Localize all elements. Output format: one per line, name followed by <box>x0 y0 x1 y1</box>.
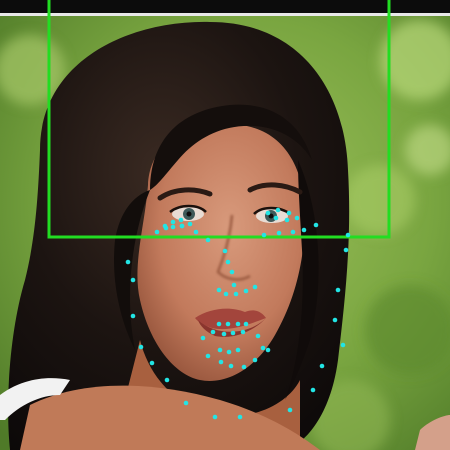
facial-landmarks <box>125 207 351 420</box>
landmark-point <box>275 207 281 213</box>
landmark-point <box>130 277 136 283</box>
landmark-point <box>241 364 247 370</box>
landmark-point <box>319 363 325 369</box>
landmark-point <box>284 217 290 223</box>
landmark-point <box>187 221 193 227</box>
hair-right-strand <box>285 160 319 400</box>
white-strap <box>0 378 70 420</box>
landmark-point <box>235 321 241 327</box>
left-eyebrow <box>157 187 213 201</box>
landmark-point <box>231 282 237 288</box>
landmark-point <box>164 377 170 383</box>
landmark-point <box>210 329 216 335</box>
landmark-point <box>260 345 266 351</box>
right-eyebrow <box>247 182 303 195</box>
hair-left-strand <box>114 190 150 350</box>
landmark-point <box>200 335 206 341</box>
landmark-point <box>205 237 211 243</box>
foliage-highlights <box>0 20 450 450</box>
landmark-point <box>221 331 227 337</box>
landmark-point <box>301 227 307 233</box>
landmark-point <box>287 407 293 413</box>
landmark-point <box>252 357 258 363</box>
landmark-point <box>228 363 234 369</box>
landmark-point <box>154 229 160 235</box>
landmark-point <box>230 330 236 336</box>
hair-fringe <box>150 104 312 190</box>
landmark-point <box>243 321 249 327</box>
landmark-point <box>252 284 258 290</box>
hand-corner <box>415 415 450 450</box>
landmark-point <box>212 414 218 420</box>
landmark-point <box>170 219 176 225</box>
face-bounding-box <box>47 0 391 239</box>
landmark-point <box>229 269 235 275</box>
landmark-point <box>273 215 279 221</box>
landmark-point <box>345 232 351 238</box>
top-border-bar <box>0 0 450 14</box>
landmark-point <box>340 342 346 348</box>
landmark-point <box>243 288 249 294</box>
landmark-point <box>170 224 176 230</box>
landmark-point <box>205 353 211 359</box>
landmark-point <box>237 414 243 420</box>
landmark-point <box>225 259 231 265</box>
landmark-point <box>332 317 338 323</box>
landmark-point <box>193 229 199 235</box>
landmark-point <box>235 347 241 353</box>
landmark-point <box>162 223 168 229</box>
landmark-point <box>335 287 341 293</box>
left-eye <box>169 204 207 221</box>
landmark-point <box>286 210 292 216</box>
landmark-point <box>313 222 319 228</box>
landmark-point <box>294 215 300 221</box>
landmark-point <box>225 321 231 327</box>
landmark-point <box>240 329 246 335</box>
landmark-point <box>276 230 282 236</box>
landmark-point <box>125 259 131 265</box>
landmark-point <box>233 291 239 297</box>
landmark-point <box>222 248 228 254</box>
landmark-point <box>265 347 271 353</box>
landmark-point <box>265 210 271 216</box>
landmark-point <box>178 217 184 223</box>
top-border-line <box>0 13 450 16</box>
landmark-point <box>226 349 232 355</box>
landmark-point <box>183 400 189 406</box>
landmark-point <box>310 387 316 393</box>
landmark-point <box>255 333 261 339</box>
landmark-point <box>343 247 349 253</box>
landmark-point <box>223 291 229 297</box>
landmark-point <box>261 232 267 238</box>
landmark-point <box>149 360 155 366</box>
landmark-point <box>138 344 144 350</box>
landmark-point <box>216 321 222 327</box>
landmark-point <box>130 313 136 319</box>
landmark-point <box>216 287 222 293</box>
shoulder <box>20 385 320 450</box>
landmark-point <box>217 347 223 353</box>
landmark-point <box>218 359 224 365</box>
landmark-point <box>179 223 185 229</box>
landmark-point <box>290 229 296 235</box>
